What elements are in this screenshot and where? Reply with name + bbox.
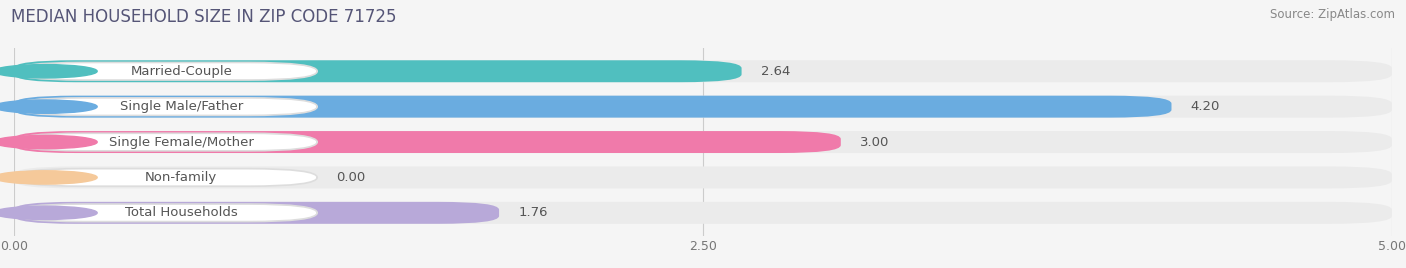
FancyBboxPatch shape [14,131,841,153]
Text: Single Male/Father: Single Male/Father [120,100,243,113]
FancyBboxPatch shape [14,62,318,80]
FancyBboxPatch shape [14,169,318,186]
FancyBboxPatch shape [14,202,499,224]
Text: MEDIAN HOUSEHOLD SIZE IN ZIP CODE 71725: MEDIAN HOUSEHOLD SIZE IN ZIP CODE 71725 [11,8,396,26]
Text: Single Female/Mother: Single Female/Mother [108,136,253,148]
Text: Source: ZipAtlas.com: Source: ZipAtlas.com [1270,8,1395,21]
Circle shape [0,171,97,184]
FancyBboxPatch shape [14,202,1392,224]
Circle shape [0,65,97,78]
Text: 2.64: 2.64 [761,65,790,78]
FancyBboxPatch shape [14,98,318,116]
Text: Non-family: Non-family [145,171,218,184]
FancyBboxPatch shape [14,96,1171,118]
Text: 4.20: 4.20 [1191,100,1220,113]
FancyBboxPatch shape [14,60,741,82]
FancyBboxPatch shape [14,166,1392,188]
Text: 0.00: 0.00 [336,171,366,184]
Text: Married-Couple: Married-Couple [131,65,232,78]
Circle shape [0,100,97,113]
Text: 3.00: 3.00 [860,136,890,148]
Text: Total Households: Total Households [125,206,238,219]
FancyBboxPatch shape [14,204,318,222]
FancyBboxPatch shape [14,131,1392,153]
FancyBboxPatch shape [14,133,318,151]
FancyBboxPatch shape [14,96,1392,118]
Circle shape [0,206,97,219]
FancyBboxPatch shape [14,60,1392,82]
Text: 1.76: 1.76 [519,206,548,219]
Circle shape [0,135,97,149]
